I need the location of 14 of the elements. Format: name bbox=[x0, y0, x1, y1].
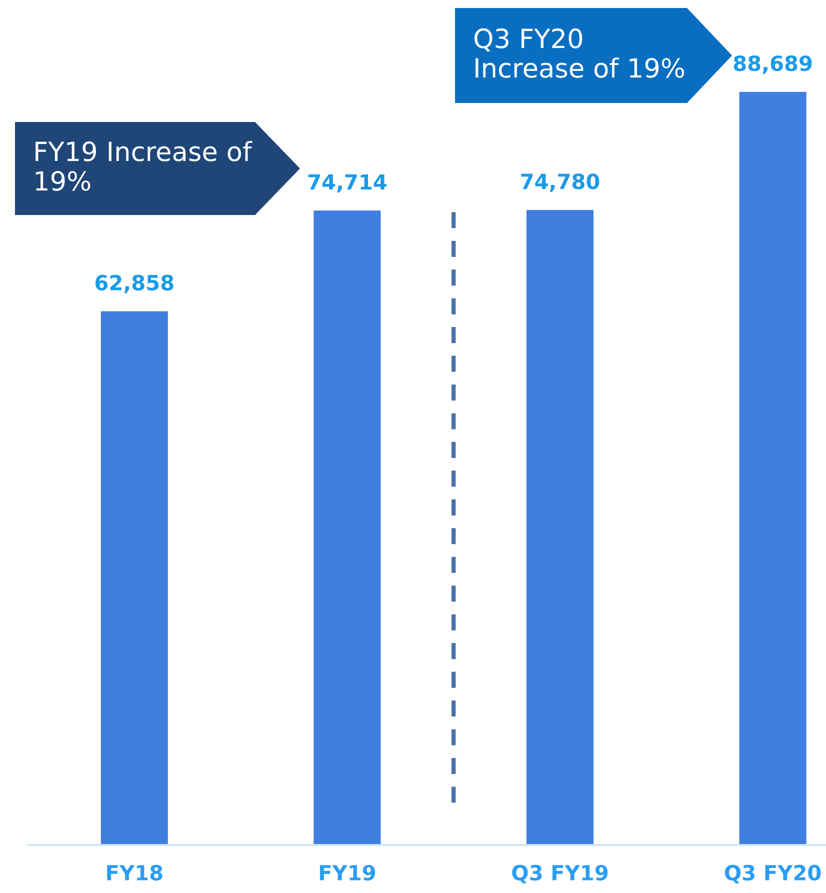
bar bbox=[314, 210, 381, 845]
data-label: 74,780 bbox=[521, 174, 600, 192]
data-label: 62,858 bbox=[95, 274, 174, 294]
x-tick-label: FY19 bbox=[320, 864, 376, 881]
x-tick-label: FY18 bbox=[107, 864, 162, 881]
bar bbox=[100, 311, 168, 845]
x-tick-label: Q3 FY20 bbox=[724, 864, 821, 884]
bar bbox=[739, 92, 806, 845]
data-label: 88,689 bbox=[734, 55, 812, 74]
bar bbox=[526, 210, 594, 845]
text: Q3 FY20 Increase of 19% bbox=[474, 28, 684, 78]
annotation: FY19 Increase of 19% bbox=[36, 140, 252, 191]
x-tick-label: Q3 FY19 bbox=[512, 864, 608, 884]
data-label: 74,714 bbox=[308, 174, 386, 193]
